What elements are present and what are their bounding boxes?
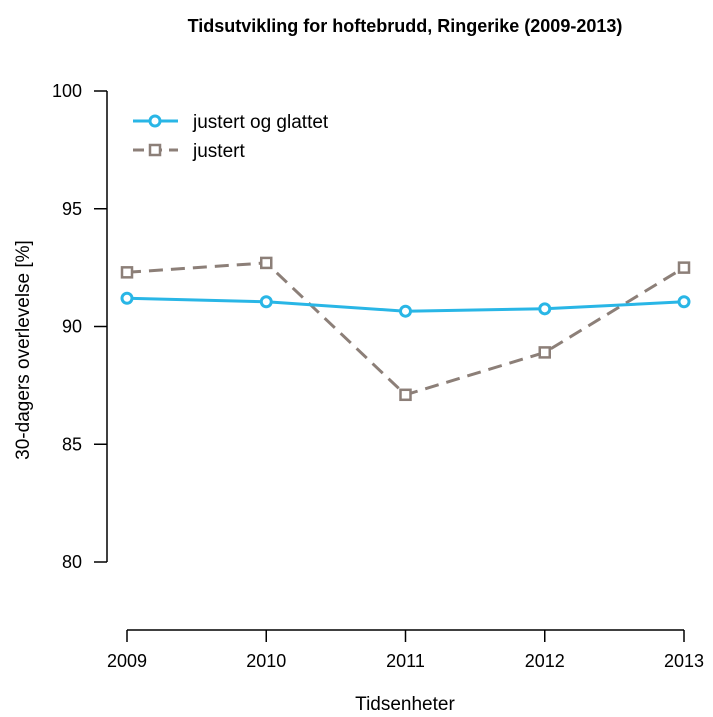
- y-tick-label-90: 90: [62, 317, 82, 337]
- point-justert-og-glattet-2011: [399, 304, 412, 318]
- legend-item-justert-og-glattet: justert og glattet: [133, 112, 329, 133]
- y-tick-label-100: 100: [52, 81, 82, 101]
- x-tick-label-2011: 2011: [386, 651, 425, 671]
- x-axis-label: Tidsenheter: [355, 694, 455, 715]
- point-justert-og-glattet-2013: [677, 295, 691, 309]
- x-tick-label-2009: 2009: [107, 651, 147, 671]
- point-justert-og-glattet-2009: [120, 291, 134, 305]
- series-line-justert: [126, 261, 685, 397]
- x-axis-ticks: 2009 2010 2011 2012 2013: [107, 630, 704, 671]
- y-axis-label: 30-dagers overlevelse [%]: [13, 240, 34, 460]
- x-tick-label-2012: 2012: [525, 651, 565, 671]
- point-justert-2010: [260, 256, 273, 270]
- point-justert-og-glattet-2010: [259, 295, 273, 309]
- legend-item-justert: justert: [133, 141, 245, 162]
- x-tick-label-2013: 2013: [664, 651, 704, 671]
- legend-marker-justert-og-glattet: [148, 114, 162, 128]
- point-justert-og-glattet-2012: [538, 302, 552, 316]
- legend-marker-justert: [148, 143, 162, 157]
- series-layer: [120, 256, 691, 402]
- legend-label-justert: justert: [192, 141, 245, 162]
- legend-label-justert-og-glattet: justert og glattet: [192, 112, 329, 133]
- y-tick-label-80: 80: [62, 552, 82, 572]
- point-justert-2009: [120, 266, 134, 279]
- point-justert-2011: [399, 388, 412, 402]
- y-tick-label-85: 85: [62, 434, 82, 454]
- legend: justert og glattet justert: [133, 112, 329, 162]
- chart-title: Tidsutvikling for hoftebrudd, Ringerike …: [188, 16, 623, 36]
- point-justert-2012: [538, 346, 551, 359]
- point-justert-2013: [677, 261, 691, 274]
- y-axis-ticks: 80 85 90 95 100: [52, 81, 107, 572]
- x-tick-label-2010: 2010: [246, 651, 286, 671]
- y-tick-label-95: 95: [62, 199, 82, 219]
